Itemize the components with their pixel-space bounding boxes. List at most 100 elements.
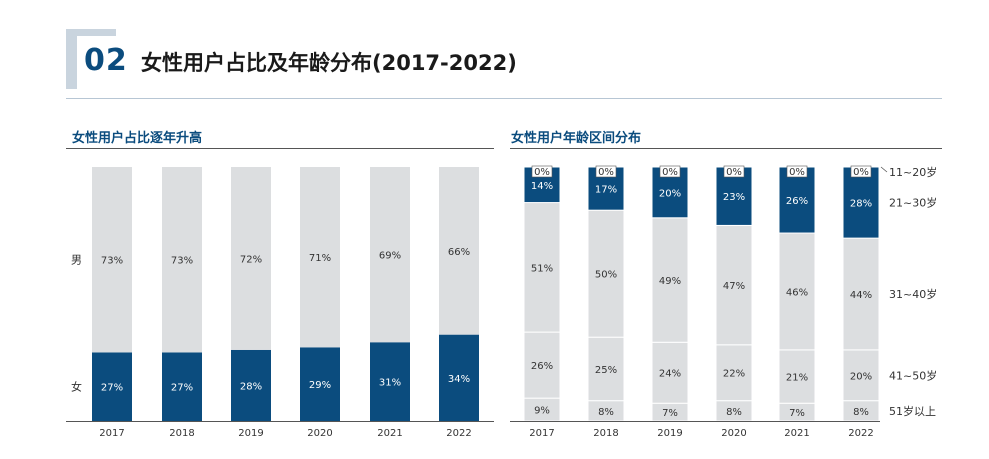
data-label-2020-series0: 8%: [726, 407, 742, 418]
bar-2019-segment-female: [231, 349, 271, 421]
data-label-2019-series3: 20%: [659, 188, 681, 199]
data-label-2017-series2: 51%: [531, 263, 553, 274]
data-label-2022-series2: 44%: [850, 290, 872, 301]
bar-2019-segment-male: [231, 167, 271, 350]
zero-label-box-2019: [659, 165, 681, 178]
section-number: 02: [84, 43, 128, 78]
legend-series4: 11~20岁: [889, 165, 937, 179]
data-label-2017-series3: 14%: [531, 181, 553, 192]
x-tick-label-2021: 2021: [784, 428, 809, 439]
zero-label-box-2021: [786, 165, 808, 178]
bar-2022-segment-female: [439, 334, 479, 421]
zero-label-box-2017: [531, 165, 553, 178]
bar-2017-segment-series2: [523, 202, 561, 333]
data-label-2022-series3: 28%: [850, 199, 872, 210]
data-label-2018-series2: 50%: [595, 270, 617, 281]
bar-2017-segment-female: [92, 352, 132, 421]
data-label-2017-series4: 0%: [534, 167, 550, 178]
data-label-2018-series1: 25%: [595, 365, 617, 376]
zero-label-box-2022: [850, 165, 872, 178]
x-tick-label-2022: 2022: [848, 428, 873, 439]
legend-series3: 21~30岁: [889, 196, 937, 210]
legend-male: 男: [71, 254, 82, 267]
legend-female: 女: [71, 380, 82, 394]
data-label-2018-series3: 17%: [595, 185, 617, 196]
x-tick-label-2017: 2017: [529, 428, 554, 439]
data-label-2020-series1: 22%: [723, 369, 745, 380]
bar-2020-segment-female: [300, 347, 340, 421]
legend-series1: 41~50岁: [889, 368, 937, 382]
bar-2022-segment-series2: [842, 237, 880, 351]
bar-2022-segment-male: [439, 167, 479, 335]
data-label-2018-series0: 8%: [598, 407, 614, 418]
x-tick-label-2018: 2018: [169, 428, 194, 439]
data-label-2021-series2: 46%: [786, 287, 808, 298]
bar-2017-segment-male: [92, 167, 132, 353]
x-tick-label-2020: 2020: [307, 428, 332, 439]
data-label-2022-series4: 0%: [853, 167, 869, 178]
data-label-2019-series0: 7%: [662, 408, 678, 419]
right-title-rule: [510, 148, 942, 149]
x-tick-label-2017: 2017: [99, 428, 124, 439]
right-chart-title: 女性用户年龄区间分布: [511, 131, 642, 146]
bar-2021-segment-series1: [778, 349, 816, 404]
x-tick-label-2020: 2020: [721, 428, 746, 439]
legend-series2: 31~40岁: [889, 287, 937, 301]
header-bracket-decoration: [66, 29, 116, 89]
data-label-2021-female: 31%: [379, 378, 401, 389]
zero-label-box-2020: [723, 165, 745, 178]
data-label-2020-series4: 0%: [726, 167, 742, 178]
data-label-2018-female: 27%: [171, 383, 193, 394]
data-label-2021-series1: 21%: [786, 373, 808, 384]
data-label-2018-male: 73%: [171, 256, 193, 267]
bar-2019-segment-series2: [651, 217, 689, 343]
x-tick-label-2021: 2021: [377, 428, 402, 439]
data-label-2019-series2: 49%: [659, 276, 681, 287]
x-tick-label-2018: 2018: [593, 428, 618, 439]
bar-2018-segment-male: [162, 167, 202, 353]
data-label-2022-series0: 8%: [853, 407, 869, 418]
legend-series0: 51岁以上: [889, 404, 936, 418]
data-label-2019-male: 72%: [240, 254, 262, 265]
bar-2022-segment-series1: [842, 349, 880, 402]
data-label-2021-series0: 7%: [789, 408, 805, 419]
data-label-2022-female: 34%: [448, 374, 470, 385]
data-label-2020-series3: 23%: [723, 192, 745, 203]
data-label-2021-series4: 0%: [789, 167, 805, 178]
bar-2020-segment-male: [300, 167, 340, 348]
data-label-2017-female: 27%: [101, 383, 123, 394]
data-label-2021-series3: 26%: [786, 196, 808, 207]
data-label-2017-series1: 26%: [531, 361, 553, 372]
bar-2020-segment-series2: [715, 224, 753, 346]
data-label-2019-series1: 24%: [659, 369, 681, 380]
data-label-2017-series0: 9%: [534, 406, 550, 417]
data-label-2020-male: 71%: [309, 253, 331, 264]
data-label-2021-male: 69%: [379, 251, 401, 262]
data-label-2020-series2: 47%: [723, 281, 745, 292]
left-title-rule: [66, 148, 494, 149]
zero-label-box-2018: [595, 165, 617, 178]
bar-2021-segment-male: [370, 167, 410, 343]
bar-2018-segment-series1: [587, 336, 625, 402]
bar-2019-segment-series1: [651, 341, 689, 404]
x-tick-label-2019: 2019: [238, 428, 263, 439]
bar-2018-segment-female: [162, 352, 202, 421]
bar-2017-segment-series1: [523, 331, 561, 399]
legend-leader-line: [880, 166, 888, 173]
data-label-2017-male: 73%: [101, 256, 123, 267]
data-label-2022-male: 66%: [448, 247, 470, 258]
data-label-2018-series4: 0%: [598, 167, 614, 178]
data-label-2019-series4: 0%: [662, 167, 678, 178]
bar-2021-segment-female: [370, 342, 410, 421]
bar-2021-segment-series2: [778, 232, 816, 351]
x-tick-label-2022: 2022: [446, 428, 471, 439]
left-chart-title: 女性用户占比逐年升高: [72, 131, 203, 146]
data-label-2019-female: 28%: [240, 381, 262, 392]
header-divider: [66, 98, 942, 99]
page-title: 女性用户占比及年龄分布(2017-2022): [141, 51, 517, 75]
data-label-2022-series1: 20%: [850, 371, 872, 382]
x-tick-label-2019: 2019: [657, 428, 682, 439]
data-label-2020-female: 29%: [309, 380, 331, 391]
